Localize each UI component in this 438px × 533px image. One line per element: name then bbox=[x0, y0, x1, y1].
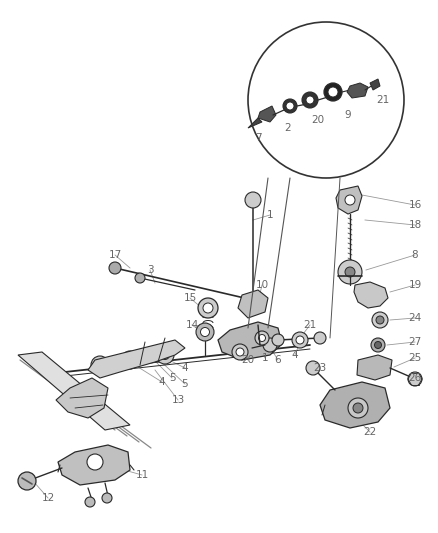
Polygon shape bbox=[248, 118, 262, 128]
Circle shape bbox=[18, 472, 36, 490]
Circle shape bbox=[245, 192, 261, 208]
Circle shape bbox=[109, 262, 121, 274]
Circle shape bbox=[348, 398, 368, 418]
Circle shape bbox=[87, 454, 103, 470]
Text: 14: 14 bbox=[185, 320, 198, 330]
Text: 24: 24 bbox=[408, 313, 422, 323]
Circle shape bbox=[306, 361, 320, 375]
Text: 5: 5 bbox=[169, 373, 175, 383]
Circle shape bbox=[95, 360, 105, 369]
Circle shape bbox=[376, 316, 384, 324]
Circle shape bbox=[236, 348, 244, 356]
Circle shape bbox=[374, 342, 381, 349]
Text: 22: 22 bbox=[364, 427, 377, 437]
Circle shape bbox=[353, 403, 363, 413]
Text: 9: 9 bbox=[345, 110, 351, 120]
Text: 5: 5 bbox=[182, 379, 188, 389]
Polygon shape bbox=[320, 382, 390, 428]
Circle shape bbox=[345, 267, 355, 277]
Text: 11: 11 bbox=[135, 470, 148, 480]
Text: 2: 2 bbox=[285, 123, 291, 133]
Circle shape bbox=[258, 335, 265, 342]
Text: 21: 21 bbox=[376, 95, 390, 105]
Polygon shape bbox=[56, 378, 108, 418]
Text: 16: 16 bbox=[408, 200, 422, 210]
Circle shape bbox=[306, 96, 314, 104]
Circle shape bbox=[246, 295, 256, 305]
Circle shape bbox=[102, 493, 112, 503]
Polygon shape bbox=[218, 322, 282, 360]
Polygon shape bbox=[370, 79, 380, 90]
Circle shape bbox=[156, 346, 174, 364]
Circle shape bbox=[345, 195, 355, 205]
Text: 23: 23 bbox=[313, 363, 327, 373]
Circle shape bbox=[314, 332, 326, 344]
Circle shape bbox=[371, 338, 385, 352]
Circle shape bbox=[272, 334, 284, 346]
Circle shape bbox=[286, 102, 294, 110]
Circle shape bbox=[296, 336, 304, 344]
Text: 15: 15 bbox=[184, 293, 197, 303]
Circle shape bbox=[196, 323, 214, 341]
Polygon shape bbox=[58, 445, 130, 485]
Circle shape bbox=[121, 351, 139, 369]
Text: 3: 3 bbox=[147, 265, 153, 275]
Circle shape bbox=[302, 92, 318, 108]
Polygon shape bbox=[238, 290, 268, 318]
Circle shape bbox=[126, 356, 134, 365]
Text: 4: 4 bbox=[182, 363, 188, 373]
Circle shape bbox=[408, 372, 422, 386]
Text: 20: 20 bbox=[311, 115, 325, 125]
Circle shape bbox=[135, 273, 145, 283]
Circle shape bbox=[292, 332, 308, 348]
Circle shape bbox=[338, 260, 362, 284]
Circle shape bbox=[255, 331, 269, 345]
Polygon shape bbox=[18, 352, 130, 430]
Text: 26: 26 bbox=[408, 373, 422, 383]
Text: 6: 6 bbox=[275, 355, 281, 365]
Text: 17: 17 bbox=[108, 250, 122, 260]
Polygon shape bbox=[347, 83, 368, 98]
Bar bbox=[147, 349, 163, 359]
Circle shape bbox=[91, 356, 109, 374]
Circle shape bbox=[203, 303, 213, 313]
Polygon shape bbox=[357, 355, 392, 380]
Circle shape bbox=[372, 312, 388, 328]
Text: 18: 18 bbox=[408, 220, 422, 230]
Polygon shape bbox=[354, 282, 388, 308]
Text: 12: 12 bbox=[41, 493, 55, 503]
Text: 8: 8 bbox=[412, 250, 418, 260]
Polygon shape bbox=[336, 186, 362, 214]
Circle shape bbox=[198, 298, 218, 318]
Text: 21: 21 bbox=[304, 320, 317, 330]
Text: 7: 7 bbox=[254, 133, 261, 143]
Circle shape bbox=[283, 99, 297, 113]
Text: 4: 4 bbox=[159, 377, 165, 387]
Circle shape bbox=[324, 83, 342, 101]
Circle shape bbox=[201, 327, 209, 336]
Text: 1: 1 bbox=[261, 353, 268, 363]
Text: 20: 20 bbox=[241, 355, 254, 365]
Circle shape bbox=[263, 338, 277, 352]
Circle shape bbox=[328, 87, 338, 97]
Polygon shape bbox=[88, 340, 185, 378]
Text: 25: 25 bbox=[408, 353, 422, 363]
Circle shape bbox=[85, 497, 95, 507]
Polygon shape bbox=[258, 106, 276, 122]
Text: 27: 27 bbox=[408, 337, 422, 347]
Circle shape bbox=[232, 344, 248, 360]
Bar bbox=[134, 352, 150, 362]
Text: 10: 10 bbox=[255, 280, 268, 290]
Text: 19: 19 bbox=[408, 280, 422, 290]
Text: 1: 1 bbox=[267, 210, 273, 220]
Text: 13: 13 bbox=[171, 395, 185, 405]
Circle shape bbox=[160, 351, 170, 359]
Text: 4: 4 bbox=[292, 350, 298, 360]
